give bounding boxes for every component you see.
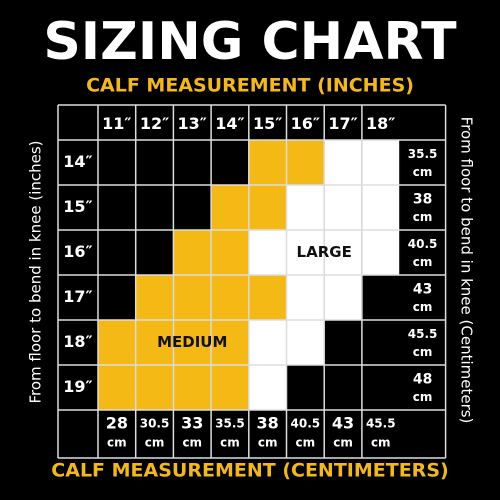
title: SIZING CHART bbox=[43, 12, 457, 72]
size-cell bbox=[323, 184, 363, 231]
region-label: LARGE bbox=[297, 243, 352, 261]
column-label: 16″ bbox=[291, 114, 320, 133]
size-cell bbox=[97, 229, 137, 276]
size-cell bbox=[248, 274, 288, 321]
column-cm-value: 38 bbox=[257, 414, 279, 433]
size-cell bbox=[135, 319, 174, 366]
size-cell bbox=[361, 319, 401, 366]
size-cell bbox=[135, 184, 174, 231]
size-cell bbox=[135, 274, 174, 321]
column-label: 11″ bbox=[102, 114, 131, 133]
size-cell bbox=[248, 319, 288, 366]
column-label: 14″ bbox=[215, 114, 244, 133]
row-label: 17″ bbox=[63, 287, 92, 306]
row-cm-unit: cm bbox=[413, 300, 433, 314]
size-cell bbox=[97, 139, 137, 186]
row-cm-value: 43 bbox=[413, 282, 432, 298]
region-label: MEDIUM bbox=[157, 333, 227, 351]
size-cell bbox=[361, 274, 401, 321]
size-cell bbox=[97, 319, 137, 366]
size-cell bbox=[248, 364, 288, 411]
column-cm-unit: cm bbox=[182, 436, 202, 450]
column-label: 13″ bbox=[178, 114, 207, 133]
size-cell bbox=[172, 274, 212, 321]
column-cm-value: 40.5 bbox=[291, 417, 321, 431]
row-cm-unit: cm bbox=[413, 390, 433, 404]
size-cell bbox=[286, 184, 325, 231]
row-cm-value: 48 bbox=[413, 372, 432, 388]
column-label: 17″ bbox=[328, 114, 357, 133]
row-cm-unit: cm bbox=[413, 165, 433, 179]
size-cell bbox=[323, 274, 363, 321]
top-label: CALF MEASUREMENT (INCHES) bbox=[86, 75, 414, 97]
column-cm-value: 45.5 bbox=[366, 417, 396, 431]
size-cell bbox=[210, 184, 250, 231]
size-cell bbox=[361, 139, 401, 186]
row-cm-value: 40.5 bbox=[408, 237, 438, 251]
column-cm-unit: cm bbox=[220, 436, 240, 450]
column-cm-value: 33 bbox=[181, 414, 203, 433]
column-cm-value: 35.5 bbox=[215, 417, 245, 431]
size-cell bbox=[323, 319, 363, 366]
size-cell bbox=[286, 364, 325, 411]
size-cell bbox=[210, 274, 250, 321]
column-cm-value: 28 bbox=[106, 414, 128, 433]
size-cell bbox=[210, 364, 250, 411]
column-cm-unit: cm bbox=[145, 436, 165, 450]
left-label: From floor to bend in knee (inches) bbox=[27, 140, 45, 403]
size-cell bbox=[286, 274, 325, 321]
size-cell bbox=[172, 229, 212, 276]
size-cell bbox=[323, 364, 363, 411]
size-cell bbox=[135, 139, 174, 186]
column-cm-unit: cm bbox=[333, 436, 353, 450]
row-cm-unit: cm bbox=[413, 255, 433, 269]
row-cm-unit: cm bbox=[413, 345, 433, 359]
column-cm-value: 30.5 bbox=[140, 417, 170, 431]
size-cell bbox=[172, 139, 212, 186]
size-cell bbox=[210, 139, 250, 186]
size-cell bbox=[210, 229, 250, 276]
size-cell bbox=[361, 364, 401, 411]
row-label: 16″ bbox=[63, 242, 92, 261]
row-label: 15″ bbox=[63, 197, 92, 216]
row-cm-unit: cm bbox=[413, 210, 433, 224]
row-label: 19″ bbox=[63, 377, 92, 396]
row-cm-value: 45.5 bbox=[408, 327, 438, 341]
size-cell bbox=[286, 319, 325, 366]
size-cell bbox=[361, 229, 401, 276]
column-label: 15″ bbox=[253, 114, 282, 133]
row-cm-value: 38 bbox=[413, 192, 432, 208]
size-cell bbox=[323, 139, 363, 186]
size-cell bbox=[172, 364, 212, 411]
size-cell bbox=[361, 184, 401, 231]
column-cm-unit: cm bbox=[296, 436, 316, 450]
column-cm-unit: cm bbox=[371, 436, 391, 450]
size-cell bbox=[286, 139, 325, 186]
size-cell bbox=[97, 274, 137, 321]
column-label: 12″ bbox=[140, 114, 169, 133]
column-cm-unit: cm bbox=[107, 436, 127, 450]
size-cell bbox=[135, 229, 174, 276]
size-cell bbox=[248, 139, 288, 186]
size-cell bbox=[97, 364, 137, 411]
size-cell bbox=[97, 184, 137, 231]
bottom-label: CALF MEASUREMENT (CENTIMETERS) bbox=[51, 460, 448, 482]
size-cell bbox=[248, 184, 288, 231]
size-cell bbox=[135, 364, 174, 411]
row-label: 14″ bbox=[63, 152, 92, 171]
size-cell bbox=[286, 229, 325, 276]
column-cm-value: 43 bbox=[332, 414, 354, 433]
row-cm-value: 35.5 bbox=[408, 147, 438, 161]
column-label: 18″ bbox=[366, 114, 395, 133]
size-cell bbox=[172, 184, 212, 231]
size-cell bbox=[248, 229, 288, 276]
column-cm-unit: cm bbox=[258, 436, 278, 450]
right-label: From floor to bend in knee (Centimeters) bbox=[458, 117, 476, 424]
row-label: 18″ bbox=[63, 332, 92, 351]
